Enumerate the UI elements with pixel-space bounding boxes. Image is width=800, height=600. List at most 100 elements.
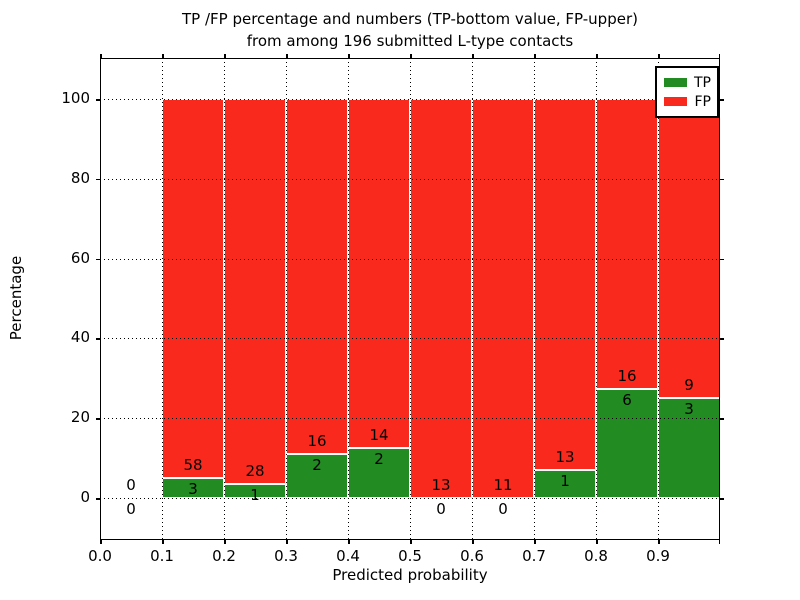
x-tick-mark	[658, 540, 660, 544]
y-tick-label: 0	[80, 488, 90, 506]
x-tick-mark-top	[348, 54, 350, 58]
y-tick-mark-right	[720, 258, 724, 261]
x-tick-mark-top	[162, 54, 164, 58]
y-tick-mark-right	[720, 418, 724, 420]
y-tick-mark-right	[720, 99, 724, 101]
fp-bar-segment	[410, 99, 472, 498]
x-tick-mark	[472, 540, 474, 544]
x-gridline	[472, 58, 473, 540]
x-tick-mark	[224, 540, 226, 544]
fp-count-label: 0	[126, 476, 136, 494]
chart-title: TP /FP percentage and numbers (TP-bottom…	[100, 8, 720, 52]
y-tick-label: 40	[70, 328, 90, 347]
y-tick-mark	[96, 258, 100, 261]
fp-bar-segment	[348, 99, 410, 449]
x-gridline	[286, 58, 287, 540]
fp-swatch-icon	[664, 97, 687, 106]
tp-count-label: 0	[126, 500, 136, 518]
fp-count-label: 13	[431, 476, 451, 494]
x-tick-label: 0.5	[398, 547, 422, 565]
x-tick-label: 0.8	[584, 547, 608, 565]
x-tick-mark	[348, 540, 350, 544]
tp-count-label: 2	[374, 450, 384, 469]
tp-count-label: 3	[188, 480, 198, 499]
y-tick-mark-right	[720, 338, 724, 340]
y-tick-mark-right	[720, 178, 724, 181]
x-tick-mark-top	[286, 54, 288, 58]
legend-row-fp: FP	[664, 92, 711, 111]
x-tick-mark	[100, 540, 102, 544]
legend-row-tp: TP	[664, 73, 711, 92]
x-tick-mark	[718, 540, 720, 544]
x-tick-label: 0.6	[460, 547, 484, 565]
tp-bar-segment	[658, 398, 720, 498]
y-tick-label: 80	[70, 168, 90, 187]
x-tick-mark	[286, 540, 288, 544]
fp-bar-segment	[658, 99, 720, 399]
x-tick-label: 0.4	[336, 547, 360, 565]
tp-count-label: 1	[560, 471, 570, 490]
x-gridline	[596, 58, 597, 540]
tp-count-label: 3	[684, 400, 694, 419]
x-gridline	[224, 58, 225, 540]
legend: TP FP	[655, 66, 719, 118]
fp-bar-segment	[224, 99, 286, 485]
x-gridline	[658, 58, 659, 540]
fp-count-label: 14	[369, 426, 389, 445]
fp-count-label: 58	[183, 456, 203, 475]
chart-title-line1: TP /FP percentage and numbers (TP-bottom…	[182, 10, 638, 28]
x-gridline	[410, 58, 411, 540]
fp-count-label: 16	[617, 367, 637, 386]
x-tick-label: 0.0	[88, 547, 112, 565]
y-tick-mark	[96, 338, 100, 340]
x-tick-label: 0.1	[150, 547, 174, 565]
fp-bar-segment	[162, 99, 224, 479]
y-tick-mark	[96, 418, 100, 420]
fp-count-label: 9	[684, 376, 694, 395]
y-tick-mark	[96, 178, 100, 181]
x-tick-mark-top	[534, 54, 536, 58]
fp-bar-segment	[286, 99, 348, 454]
tp-count-label: 2	[312, 455, 322, 474]
y-tick-label: 20	[70, 408, 90, 427]
tp-bar-segment	[286, 453, 348, 498]
x-tick-mark	[410, 540, 412, 544]
fp-bar-segment	[472, 99, 534, 498]
x-tick-mark-top	[100, 54, 102, 58]
tp-count-label: 0	[498, 500, 508, 518]
tp-count-label: 0	[436, 500, 446, 518]
x-gridline	[348, 58, 349, 540]
plot-area: 0 0 58 3 28 1 16 2 14 2 13 0 11 0 13 1 16 6 9 3	[96, 54, 724, 544]
x-tick-mark-top	[718, 54, 720, 58]
fp-count-label: 28	[245, 462, 265, 481]
x-tick-mark-top	[472, 54, 474, 58]
tp-swatch-icon	[664, 78, 687, 87]
x-tick-label: 0.2	[212, 547, 236, 565]
chart-title-line2: from among 196 submitted L-type contacts	[246, 32, 574, 50]
x-tick-mark	[534, 540, 536, 544]
fp-count-label: 13	[555, 447, 575, 466]
x-tick-mark-top	[658, 54, 660, 58]
tp-bar-segment	[348, 448, 410, 498]
x-gridline	[534, 58, 535, 540]
x-tick-mark-top	[224, 54, 226, 58]
fp-count-label: 11	[493, 476, 513, 494]
y-axis-label: Percentage	[7, 255, 25, 341]
legend-label-fp: FP	[694, 93, 712, 110]
y-tick-label: 60	[70, 248, 90, 267]
fp-bar-segment	[534, 99, 596, 470]
x-gridline	[162, 58, 163, 540]
fp-bar-segment	[596, 99, 658, 390]
y-tick-label: 100	[61, 89, 90, 107]
y-tick-mark	[96, 99, 100, 101]
x-tick-mark-top	[410, 54, 412, 58]
tp-count-label: 6	[622, 391, 632, 410]
x-tick-label: 0.7	[522, 547, 546, 565]
x-tick-label: 0.9	[646, 547, 670, 565]
x-tick-mark	[162, 540, 164, 544]
fp-count-label: 16	[307, 431, 327, 450]
tp-count-label: 1	[250, 486, 260, 505]
y-tick-mark-right	[720, 498, 724, 500]
x-tick-mark	[596, 540, 598, 544]
x-axis-label: Predicted probability	[332, 566, 488, 584]
